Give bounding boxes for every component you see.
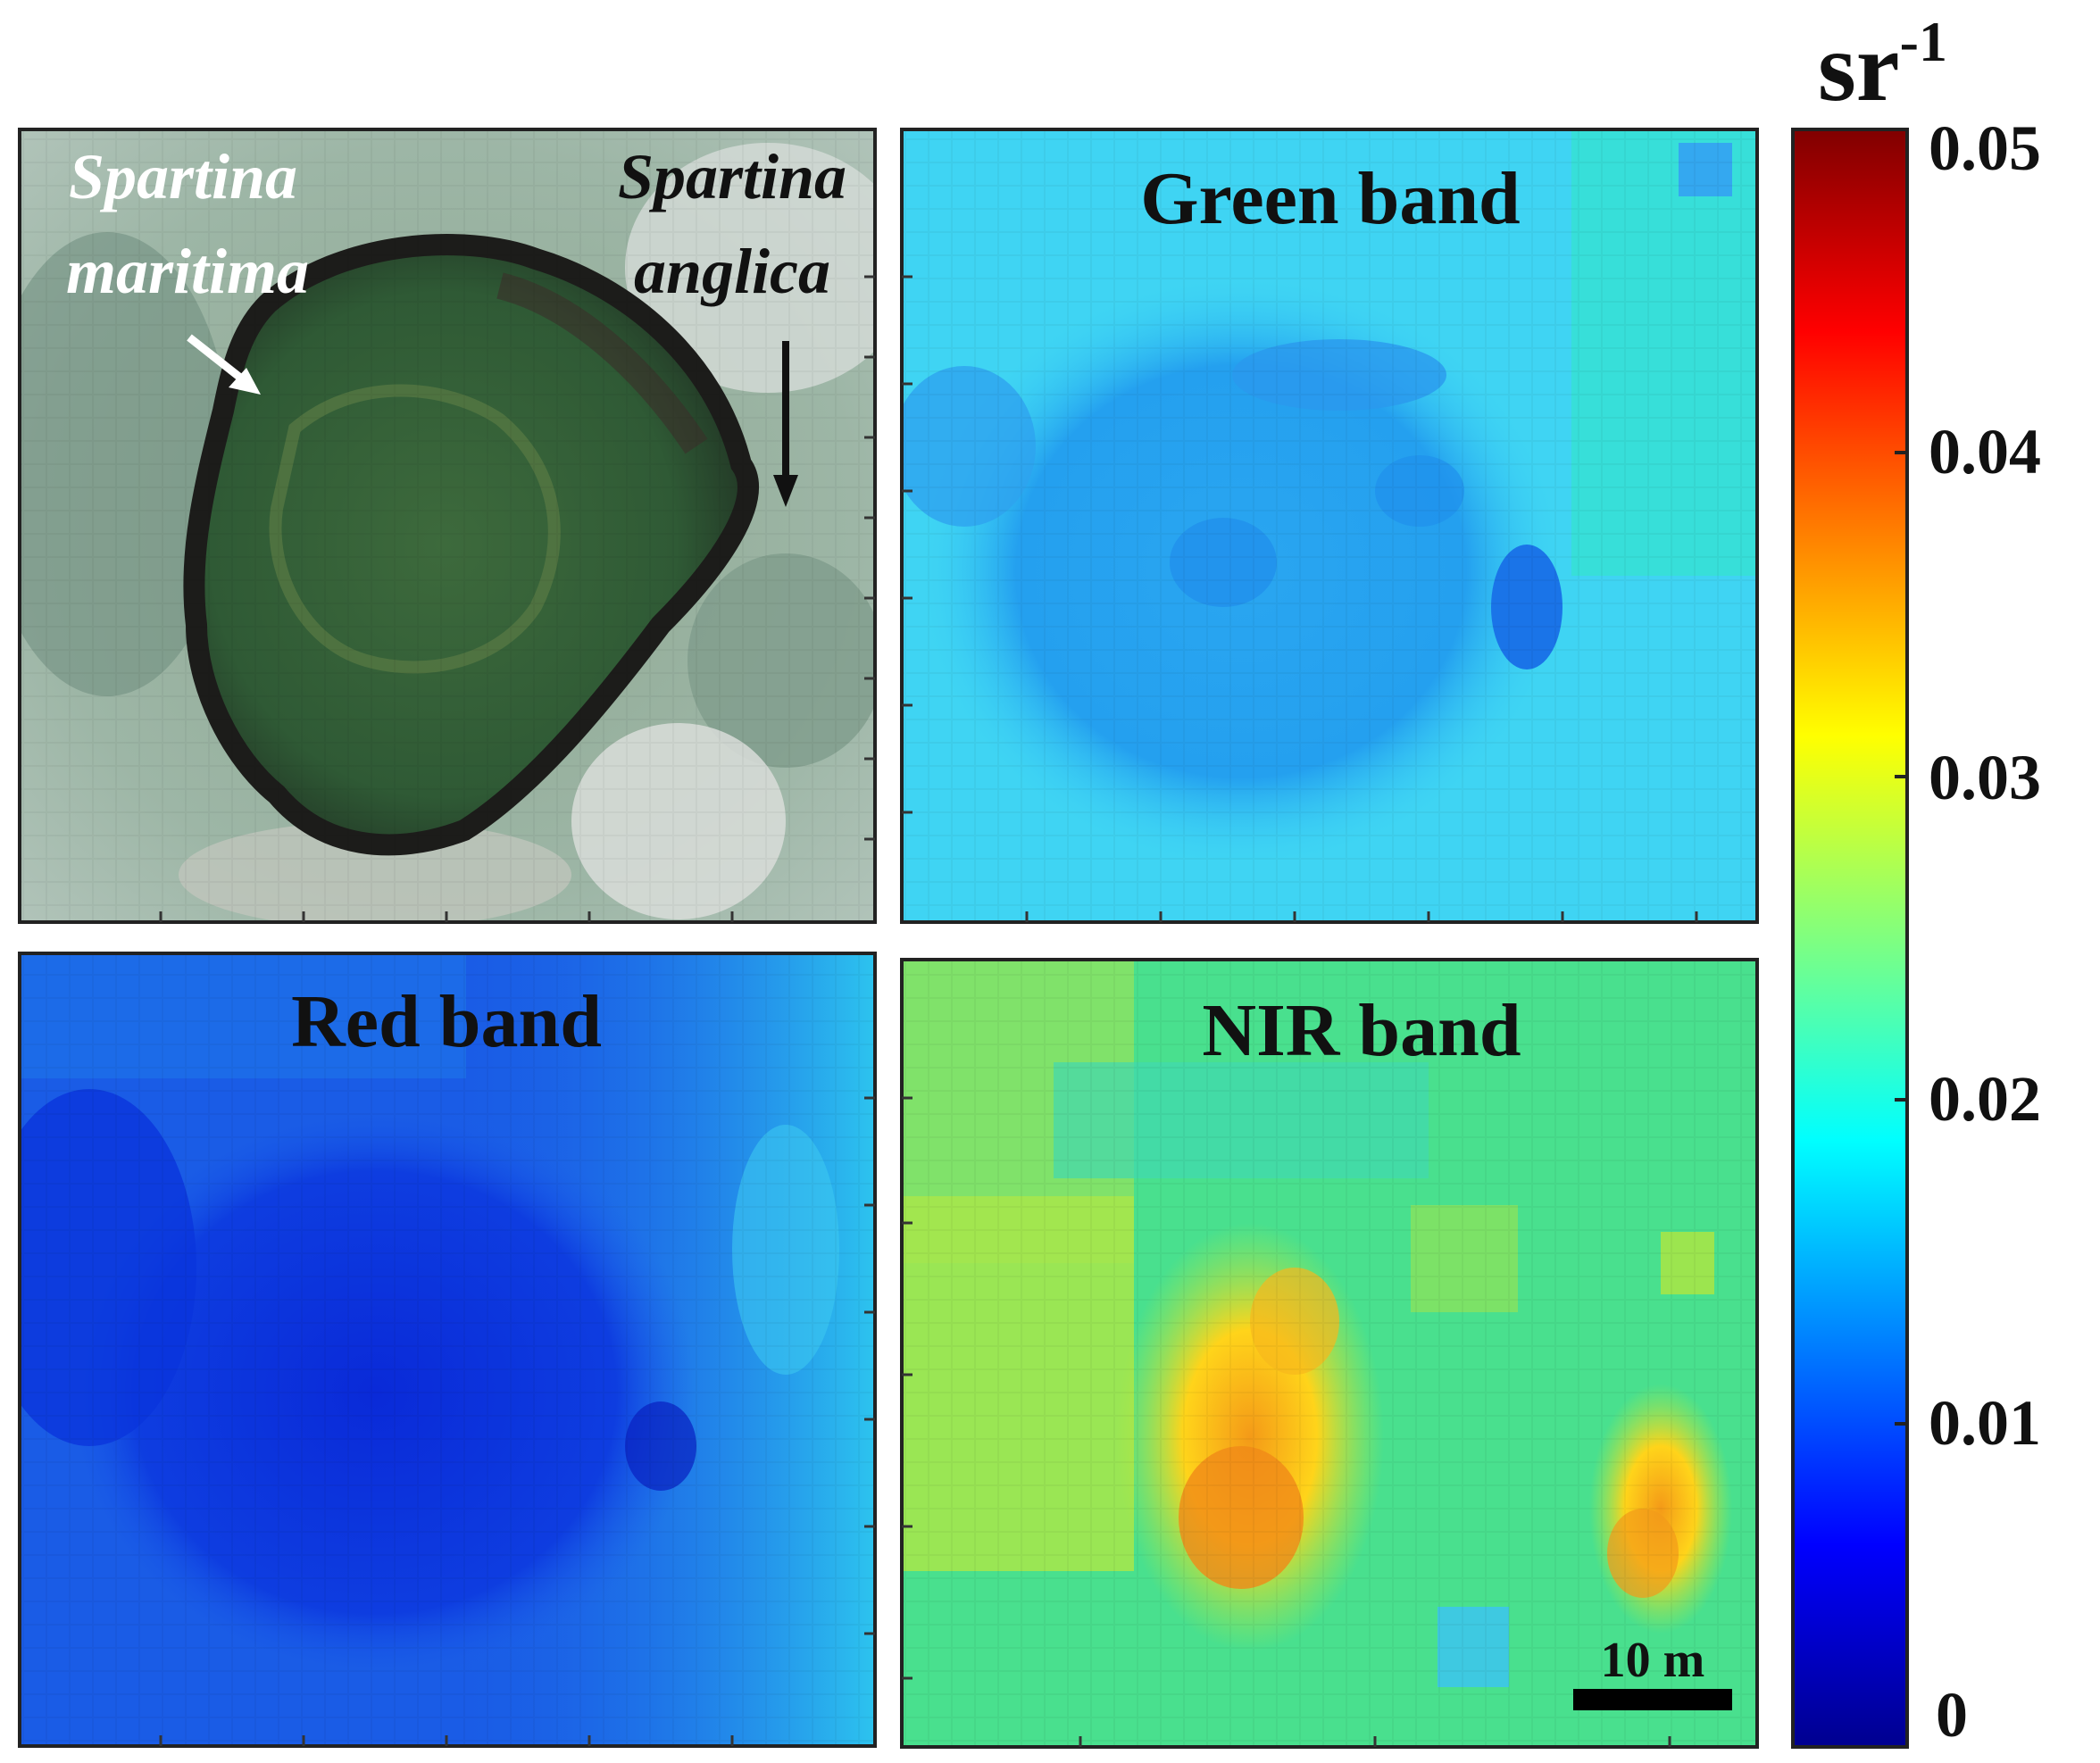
- colorbar-unit: sr: [1818, 12, 1900, 121]
- red-band-ticks: [159, 1096, 875, 1746]
- colorbar-tick-label: 0.01: [1929, 1387, 2041, 1459]
- colorbar-gradient: [1791, 128, 1909, 1749]
- scale-bar: 10 m: [1573, 1633, 1732, 1710]
- scale-bar-label: 10 m: [1601, 1633, 1705, 1688]
- photo-ticks: [159, 275, 875, 922]
- colorbar-tick-label: 0: [1936, 1679, 1968, 1751]
- nir-band-ticks: [902, 1096, 1671, 1747]
- colorbar-tick-label: 0.04: [1929, 416, 2041, 487]
- colorbar-tick-label: 0.02: [1929, 1063, 2041, 1135]
- label-spartina-maritima-genus: Spartina: [69, 141, 297, 212]
- nir-band-title: NIR band: [1202, 989, 1521, 1072]
- red-band-title: Red band: [291, 980, 602, 1063]
- colorbar-tick-label: 0.03: [1929, 742, 2041, 813]
- arrow-maritima-icon: [187, 334, 261, 395]
- arrow-anglica-icon: [773, 341, 798, 507]
- nir-band-panel: [902, 960, 1757, 1747]
- colorbar-tick-label: 0.05: [1929, 112, 2041, 184]
- label-spartina-anglica-species: anglica: [634, 236, 830, 307]
- colorbar: 0.05 0.04 0.03 0.02 0.01 0 sr-1: [1791, 10, 2041, 1751]
- green-band-title: Green band: [1140, 157, 1521, 240]
- colorbar-ticks: [1895, 128, 1907, 1749]
- green-band-frame: [900, 128, 1759, 924]
- green-band-panel: [902, 129, 1757, 922]
- colorbar-unit-exponent: -1: [1900, 10, 1947, 73]
- colorbar-unit-label: sr-1: [1818, 10, 1947, 121]
- red-band-panel: [20, 953, 875, 1746]
- label-spartina-anglica-genus: Spartina: [618, 141, 846, 212]
- label-spartina-maritima-species: maritima: [66, 236, 309, 307]
- green-band-ticks: [902, 275, 1698, 922]
- photo-panel: [20, 129, 875, 922]
- nir-band-frame: [900, 958, 1759, 1749]
